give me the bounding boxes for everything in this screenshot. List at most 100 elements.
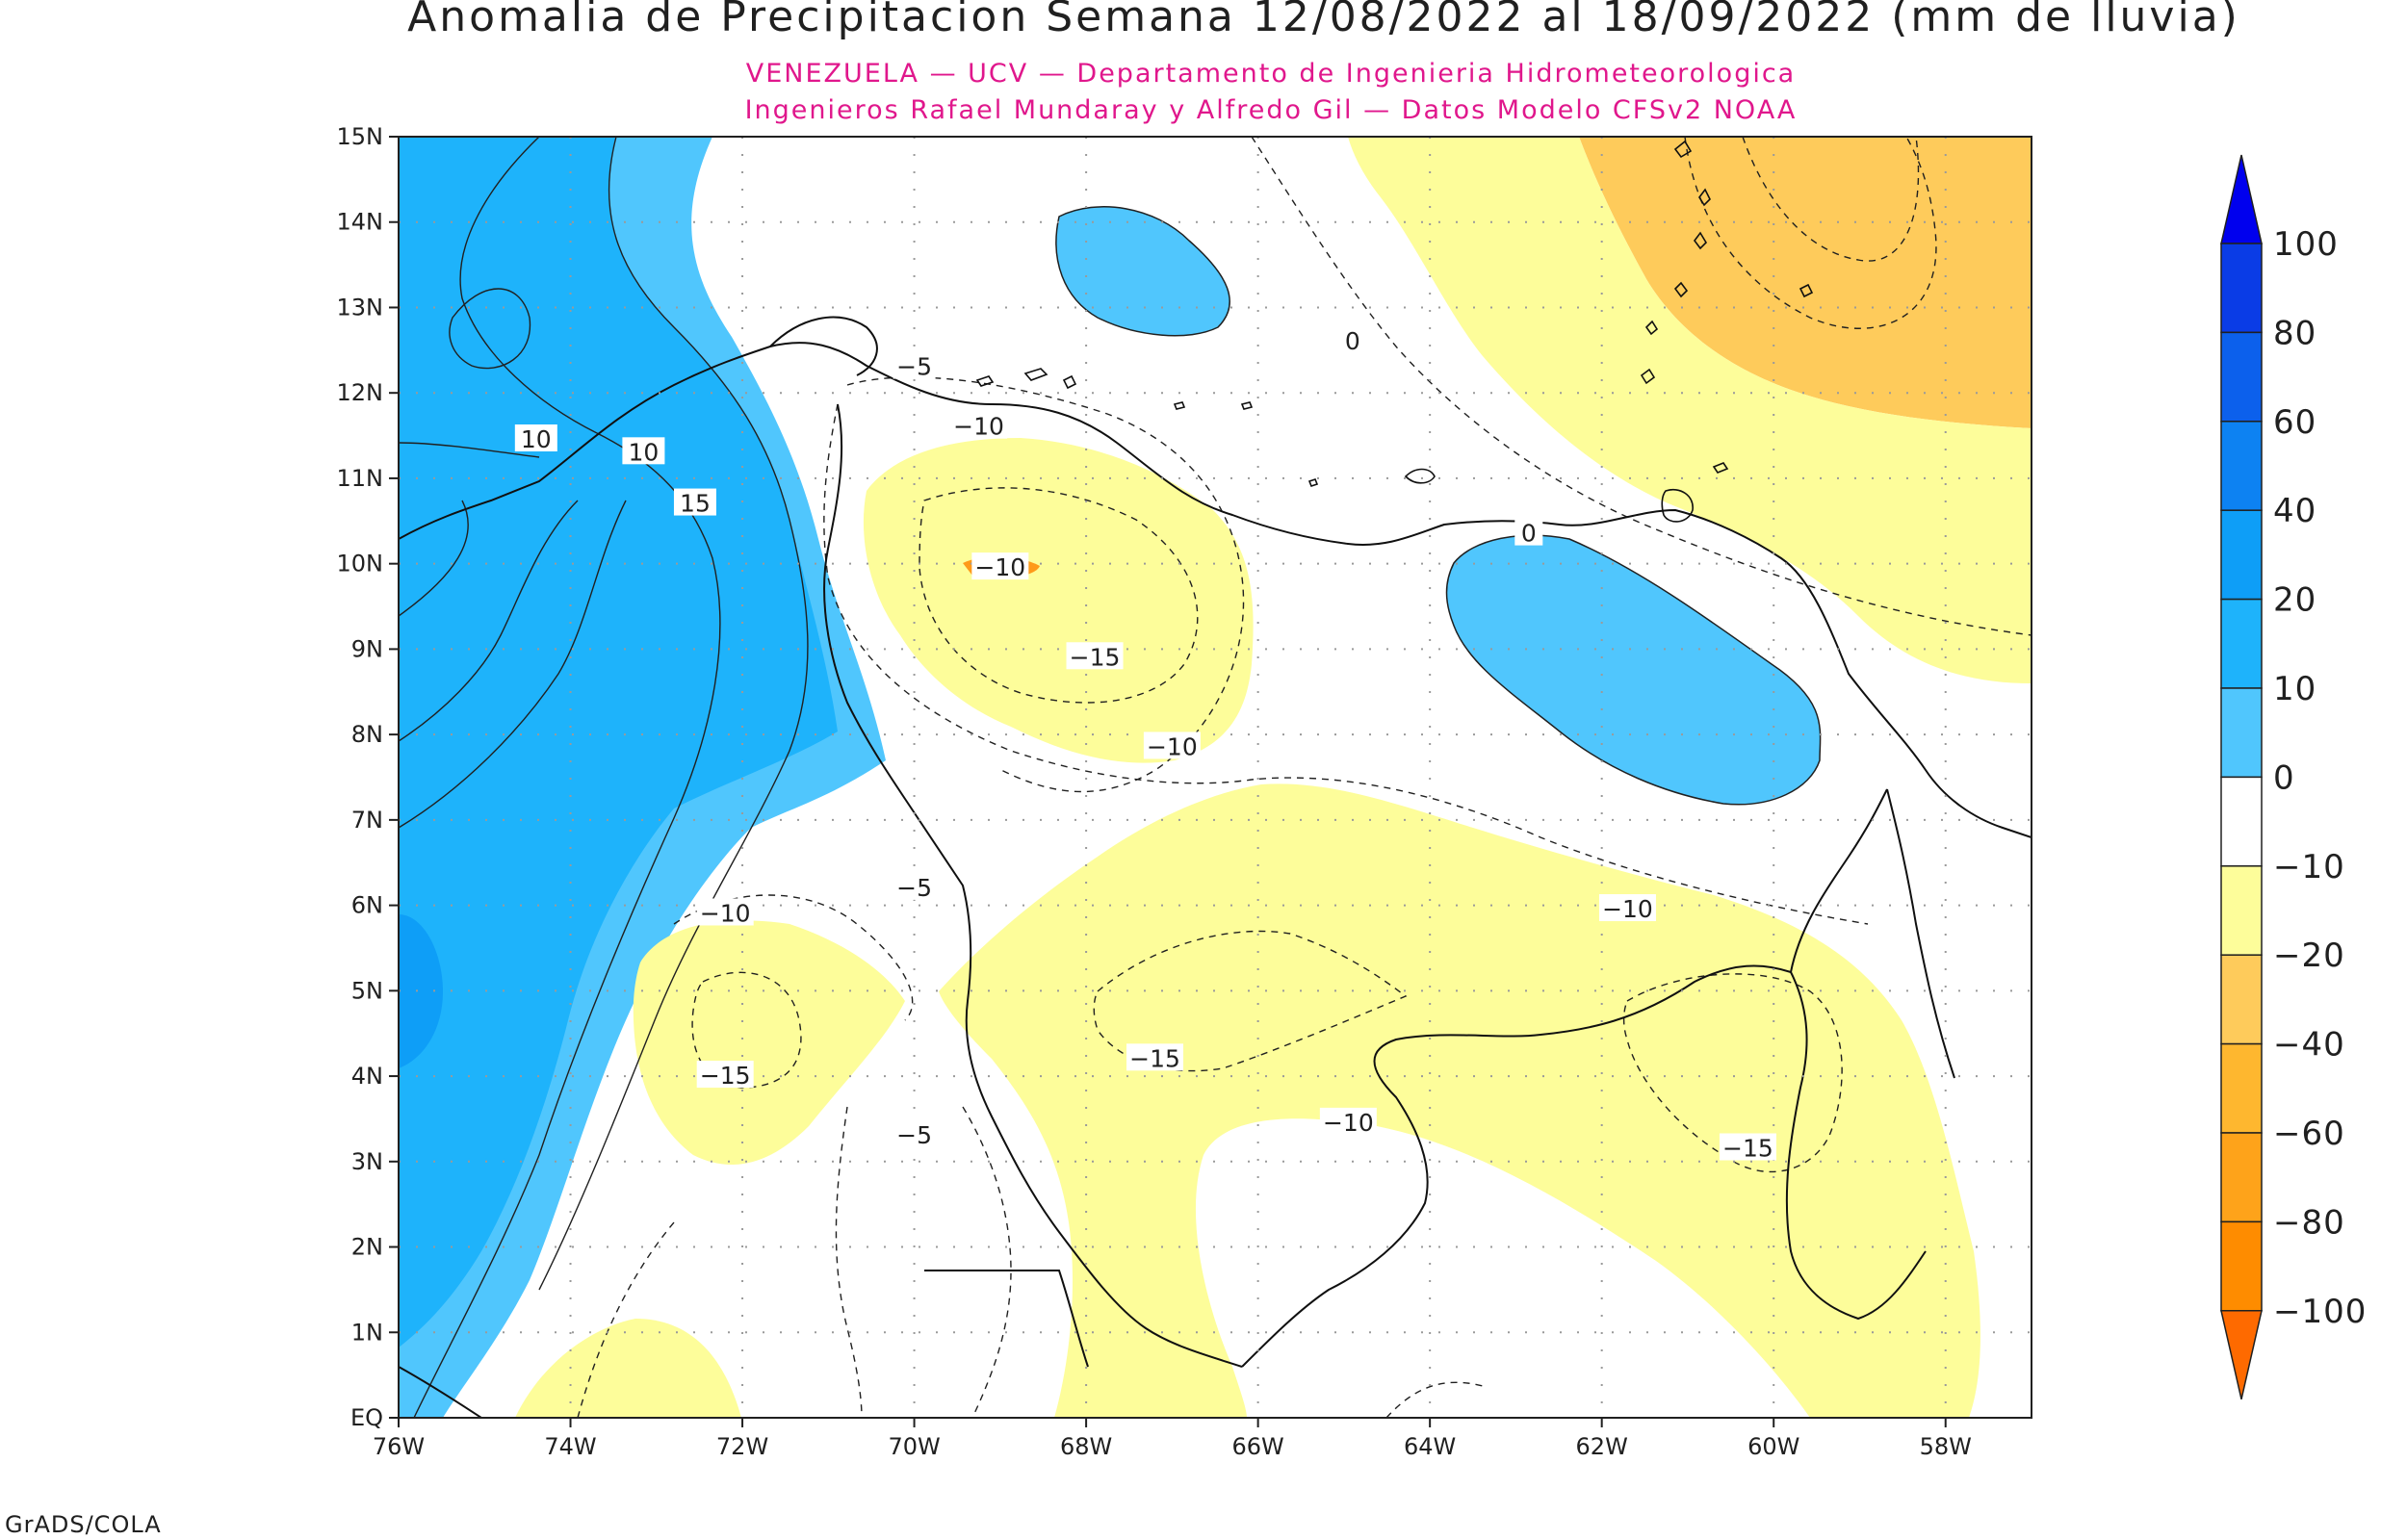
lat-tick-label: 3N (351, 1148, 383, 1175)
contour-label: −10 (950, 411, 1008, 441)
island-guadeloupe (1673, 140, 1693, 159)
colorbar-label: 0 (2273, 758, 2295, 797)
contour-label: 10 (514, 424, 557, 453)
contour-label-text: −10 (953, 413, 1004, 441)
contour-label-bg (1126, 1043, 1184, 1071)
lat-tick-label: 7N (351, 807, 383, 834)
contour-label: −5 (893, 872, 936, 902)
island-blanquilla (1307, 478, 1319, 487)
colorbar-bin (2220, 687, 2263, 779)
colorbar-label: 10 (2273, 670, 2316, 708)
colorbar-bin (2220, 1132, 2263, 1223)
lat-tick-label: EQ (350, 1404, 383, 1431)
lon-tick-label: 72W (716, 1433, 768, 1460)
contour-label-bg (1143, 732, 1201, 759)
lat-tick-label: 10N (337, 551, 384, 578)
lat-tick-label: 1N (351, 1319, 383, 1346)
lat-tick-label: 4N (351, 1063, 383, 1090)
shade-negative-northeast-yellow (1348, 137, 2032, 683)
lat-tick-label: 9N (351, 635, 383, 662)
contour-label: −15 (1066, 642, 1124, 671)
contour-neg-1 (1251, 137, 2032, 636)
colorbar-label: 20 (2273, 581, 2316, 620)
contour-label-bg (1719, 1133, 1776, 1161)
colorbar-bin (2220, 331, 2263, 423)
contour-label-text: 0 (1345, 327, 1360, 355)
contour-neg-13 (577, 1221, 675, 1418)
lat-tick-label: 5N (351, 977, 383, 1004)
shade-negative-south (939, 783, 1980, 1418)
contour-label: −10 (696, 898, 754, 927)
contour-label-text: −15 (1070, 643, 1121, 671)
lon-tick-label: 64W (1404, 1433, 1456, 1460)
contour-label-bg (1066, 642, 1124, 670)
contour-label-text: −10 (974, 553, 1025, 581)
lon-tick-label: 60W (1747, 1433, 1799, 1460)
contour-label-text: −15 (700, 1062, 751, 1090)
lat-tick-label: 14N (337, 209, 384, 236)
lat-tick-label: 8N (351, 721, 383, 748)
contour-label: −10 (1143, 732, 1201, 760)
anomaly-shading (399, 137, 2032, 1418)
coastlines-borders (399, 316, 2032, 1418)
contour-label: 10 (622, 437, 665, 466)
lon-tick-label: 62W (1576, 1433, 1628, 1460)
contour-label: −15 (1719, 1133, 1776, 1162)
lat-tick-label: 15N (337, 123, 384, 150)
latitude-axis: EQ 1N 2N 3N 4N 5N 6N 7N 8N 9N 10N 11N 12N 13N 14N 15N (337, 123, 399, 1431)
negative-contours (577, 137, 2032, 1418)
contour-label-bg (1338, 325, 1367, 353)
contour-neg-9 (1093, 930, 1408, 1072)
contour-label-text: −10 (1147, 732, 1198, 760)
contour-pos-5 (399, 500, 627, 829)
contour-label: −5 (893, 351, 936, 381)
island-curacao (1023, 368, 1048, 381)
contour-label-text: −5 (896, 353, 932, 381)
contour-label-text: −15 (1722, 1134, 1773, 1162)
contour-label-text: −5 (896, 1121, 932, 1149)
colorbar-arrow-bottom (2220, 1310, 2263, 1399)
contour-label-bg (893, 351, 936, 379)
contour-label-bg (1319, 1107, 1377, 1135)
contour-pos-1 (399, 500, 469, 617)
island-aruba (975, 375, 995, 387)
islands (975, 140, 1814, 523)
colorbar-label: 60 (2273, 403, 2316, 442)
lon-tick-label: 74W (544, 1433, 596, 1460)
colorbar-label: 100 (2273, 225, 2339, 264)
contour-neg-3 (1742, 137, 1920, 262)
contour-pos-6 (399, 442, 540, 458)
contour-label-bg (950, 411, 1008, 439)
figure-subtitle-institution: VENEZUELA — UCV — Departamento de Ingeni… (746, 59, 1796, 89)
contour-label-bg (1598, 894, 1656, 922)
colorbar-bin (2220, 954, 2263, 1045)
colorbar-bin (2220, 421, 2263, 511)
contour-label: 15 (673, 488, 716, 518)
lon-tick-label: 70W (888, 1433, 940, 1460)
contour-label-bg (893, 1120, 936, 1148)
shade-negative-northeast-orange (1579, 137, 2032, 428)
contour-label-text: 10 (628, 438, 659, 466)
shade-positive-bonaire (1055, 206, 1230, 337)
contour-labels: 10 10 15 0 0 −5 −10 −10 −15 −10 −5 −10 −15 −5 −15 −10 −1… (514, 325, 1776, 1162)
colorbar-bin (2220, 865, 2263, 956)
border-venezuela-guyana (1790, 788, 1888, 973)
colorbar-label: −20 (2273, 937, 2345, 975)
lat-tick-label: 11N (337, 465, 384, 492)
island-stvincent (1644, 320, 1659, 336)
contour-neg-2 (1684, 137, 1937, 329)
contour-label: −10 (1598, 894, 1656, 923)
shade-positive-west-core (399, 914, 443, 1068)
contour-neg-10 (1622, 973, 1843, 1173)
figure-title: Anomalia de Precipitacion Semana 12/08/2… (407, 0, 2240, 41)
contour-neg-8 (691, 971, 802, 1089)
contour-neg-11 (962, 1106, 1012, 1418)
contour-neg-14 (1385, 1381, 1484, 1418)
colorbar-label: 80 (2273, 314, 2316, 352)
colorbar-label: −10 (2273, 848, 2345, 886)
lat-tick-label: 12N (337, 379, 384, 406)
contour-label-bg (696, 1061, 754, 1089)
contour-neg-6 (919, 487, 1199, 704)
island-los-roques (1173, 401, 1186, 410)
contour-label: −10 (1319, 1107, 1377, 1137)
